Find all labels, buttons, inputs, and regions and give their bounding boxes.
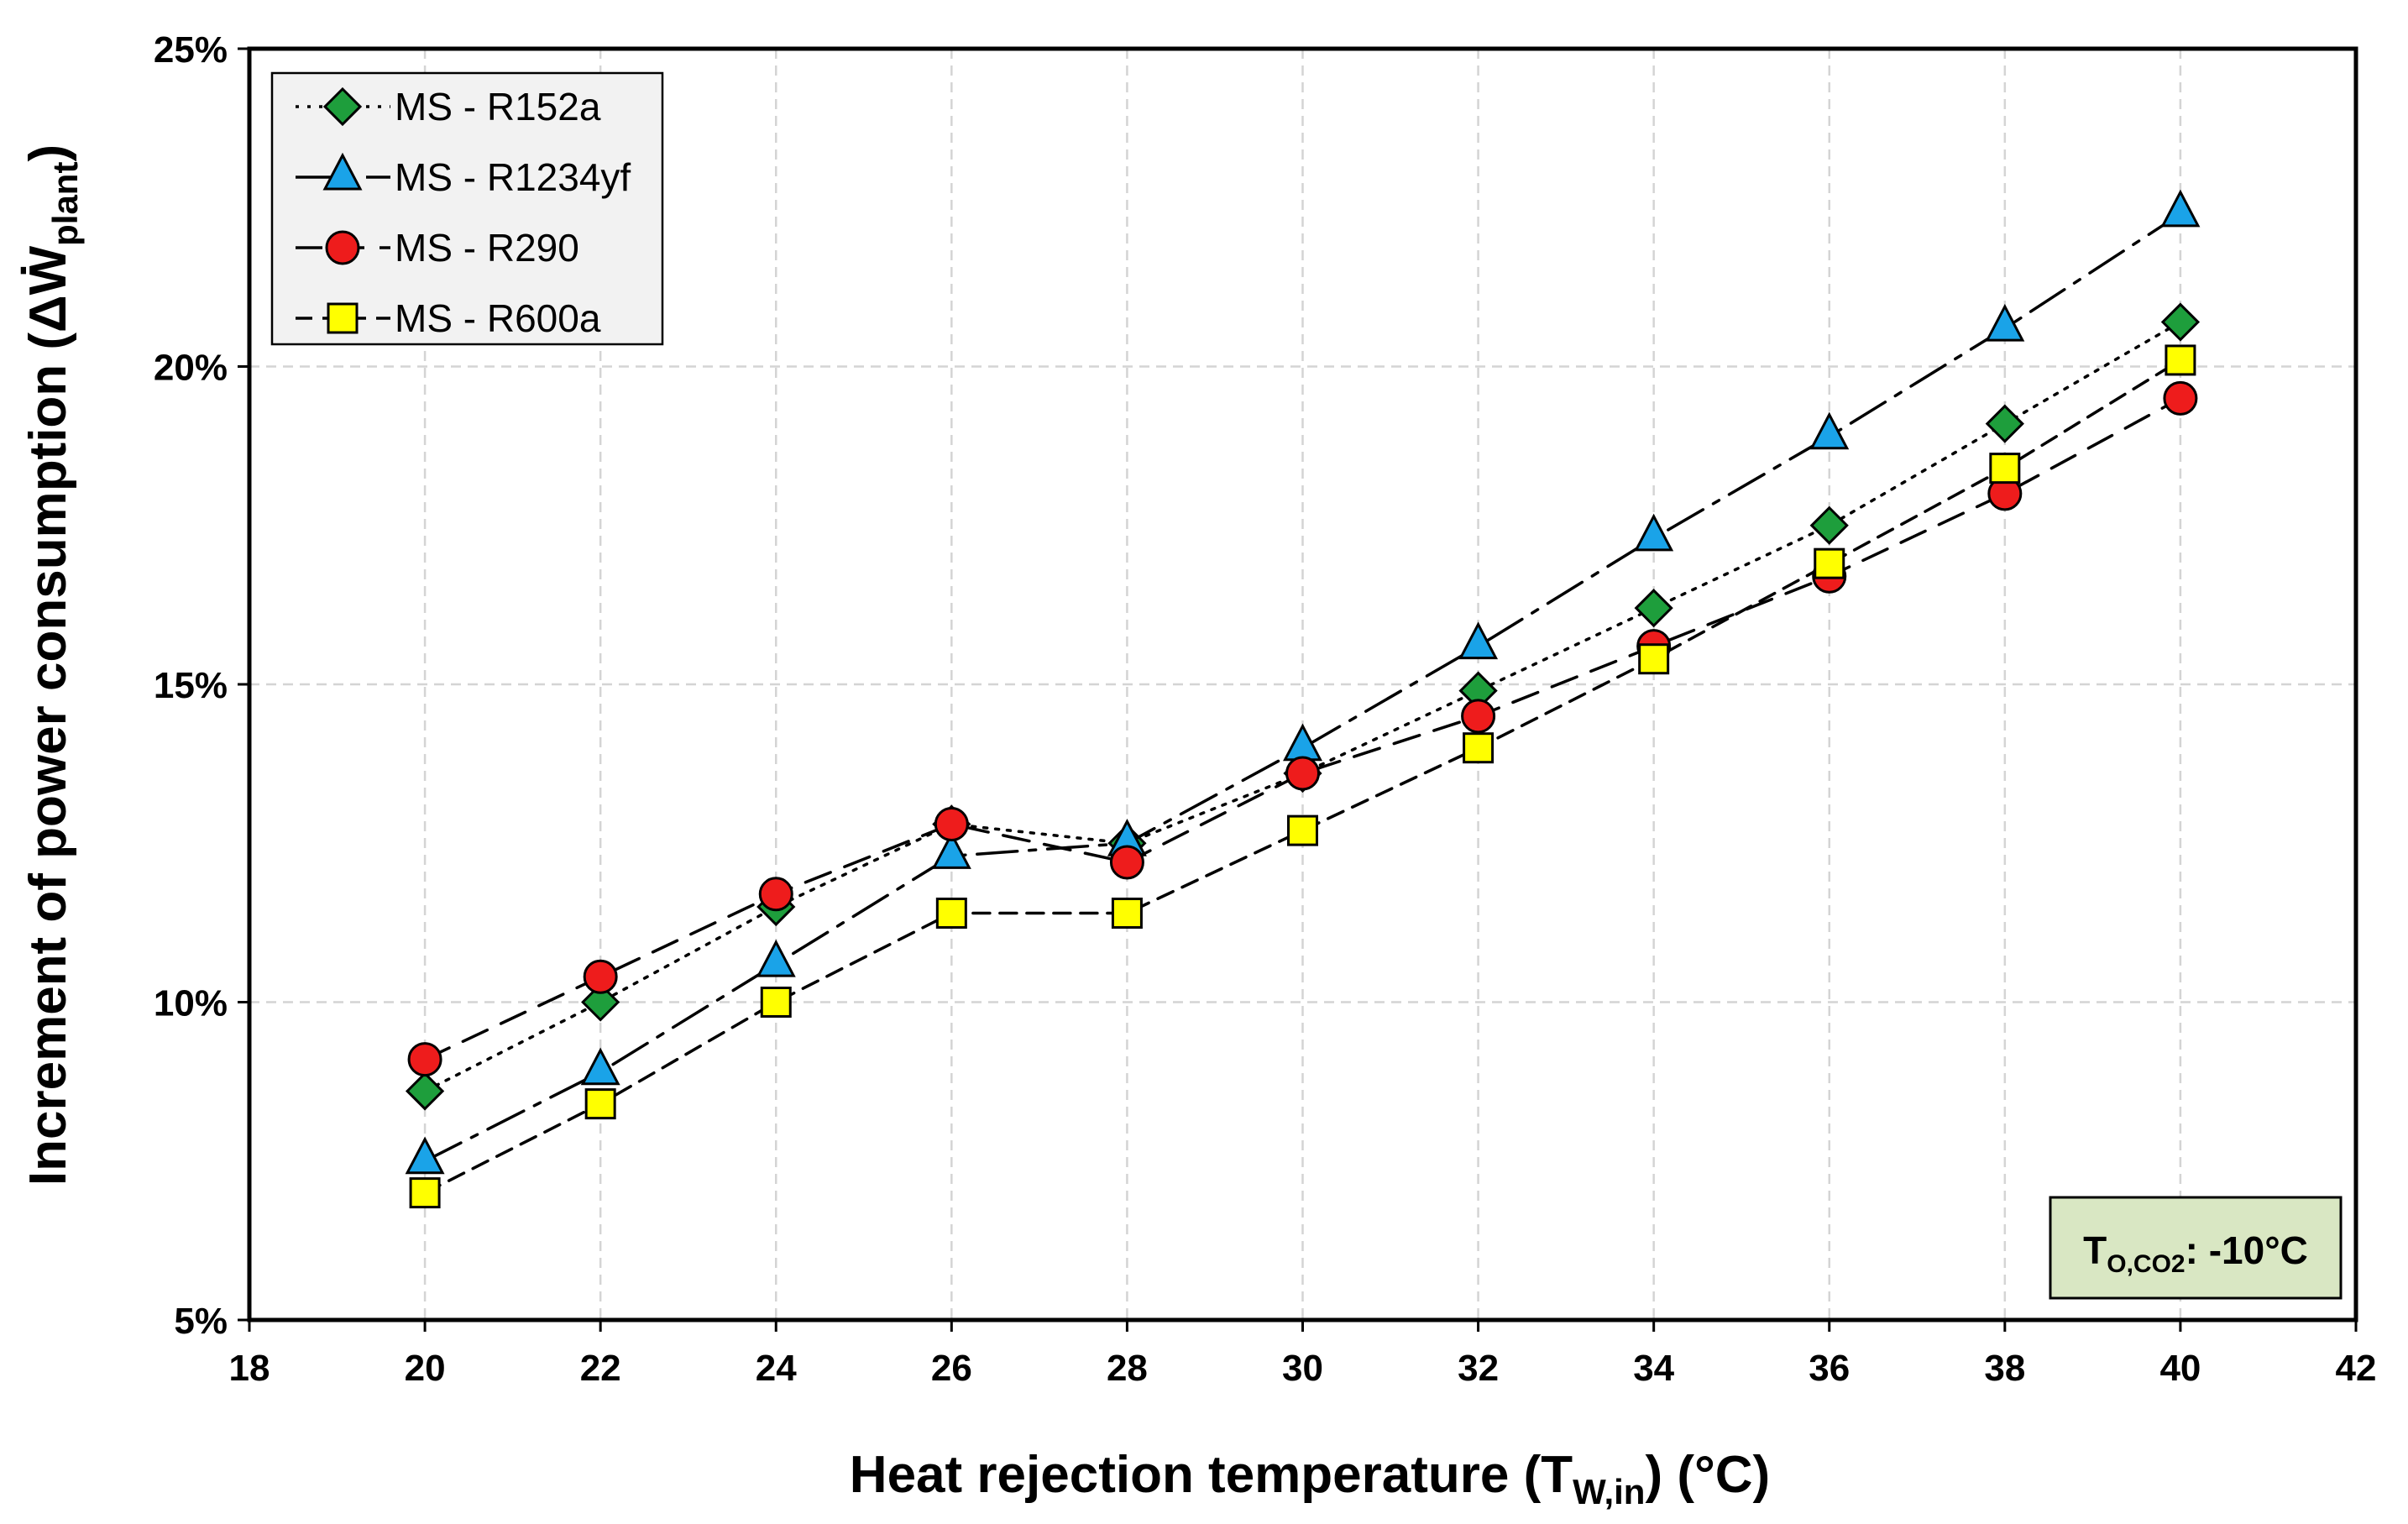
data-point-ms-r600a	[935, 898, 967, 930]
y-axis-title: Increment of power consumption (ΔẆplant)	[19, 144, 85, 1186]
data-point-ms-r1234yf	[1985, 303, 2025, 342]
legend-marker	[322, 86, 363, 127]
x-tick-label: 32	[1458, 1348, 1499, 1389]
data-point-ms-r600a	[1638, 643, 1670, 675]
data-point-ms-r152a	[1809, 505, 1849, 545]
legend-label: MS - R152a	[395, 85, 601, 128]
y-tick-label: 25%	[154, 29, 228, 71]
data-point-ms-r1234yf	[580, 1047, 620, 1086]
series-ms-r290	[407, 380, 2198, 1077]
x-axis-title-suffix: ) (°C)	[1645, 1446, 1770, 1504]
x-tick-label: 28	[1107, 1348, 1148, 1389]
annotation-suffix: : -10°C	[2186, 1228, 2308, 1272]
series-line-ms-r1234yf	[423, 212, 2182, 1163]
data-point-ms-r600a	[760, 987, 792, 1018]
x-axis-title: Heat rejection temperature (TW,in) (°C)	[850, 1446, 1770, 1511]
y-tick-label: 15%	[154, 665, 228, 706]
y-tick-label: 10%	[154, 983, 228, 1024]
legend: MS - R152a MS - R1234yf MS - R290 MS - R600…	[270, 71, 664, 346]
data-point-ms-r290	[583, 959, 618, 994]
y-tick-label: 20%	[154, 348, 228, 389]
annotation-sub: O,CO2	[2107, 1250, 2185, 1278]
y-axis-title-main: Increment of power consumption (ΔẆ	[19, 245, 77, 1186]
data-point-ms-r600a	[1111, 898, 1143, 930]
series-ms-r1234yf	[405, 189, 2201, 1175]
data-point-ms-r600a	[2165, 344, 2196, 376]
data-point-ms-r290	[1461, 699, 1496, 734]
axis-ticks: 18 20 22 24 26 28 30 32 34 36 38 40 42 5% 10% 15% 20% 25%	[154, 29, 2377, 1389]
temperature-annotation: TO,CO2: -10°C	[2049, 1196, 2343, 1300]
data-point-ms-r290	[407, 1042, 442, 1077]
legend-marker	[322, 152, 363, 191]
data-point-ms-r1234yf	[2160, 189, 2201, 228]
x-axis-title-main: Heat rejection temperature (T	[850, 1446, 1573, 1504]
data-point-ms-r600a	[1287, 814, 1318, 846]
data-point-ms-r600a	[584, 1088, 616, 1120]
x-tick-label: 26	[931, 1348, 972, 1389]
x-tick-label: 20	[405, 1348, 446, 1389]
annotation-main: T	[2083, 1228, 2107, 1272]
data-point-ms-r1234yf	[931, 831, 971, 869]
data-point-ms-r600a	[1814, 547, 1845, 579]
x-tick-label: 30	[1282, 1348, 1323, 1389]
x-tick-label: 38	[1984, 1348, 2025, 1389]
series-ms-r600a	[409, 344, 2196, 1209]
x-tick-label: 22	[580, 1348, 621, 1389]
x-tick-label: 24	[756, 1348, 797, 1389]
legend-marker	[325, 230, 360, 265]
data-point-ms-r290	[1109, 845, 1144, 880]
data-point-ms-r290	[758, 877, 793, 912]
x-axis-title-sub: W,in	[1573, 1472, 1645, 1511]
legend-label: MS - R600a	[395, 296, 601, 340]
legend-item-ms-r152a: MS - R152a	[296, 85, 601, 128]
data-point-ms-r1234yf	[1634, 513, 1674, 552]
legend-item-ms-r290: MS - R290	[296, 226, 579, 270]
data-point-ms-r290	[2163, 380, 2198, 416]
data-point-ms-r152a	[1985, 404, 2024, 443]
legend-item-ms-r600a: MS - R600a	[296, 296, 601, 340]
annotation-text: TO,CO2: -10°C	[2083, 1228, 2308, 1278]
data-point-ms-r152a	[405, 1071, 445, 1111]
data-point-ms-r1234yf	[1283, 723, 1322, 762]
series-line-ms-r290	[423, 396, 2182, 1061]
data-point-ms-r1234yf	[1458, 621, 1499, 660]
x-tick-label: 42	[2336, 1348, 2377, 1389]
grid-lines	[249, 49, 2356, 1320]
data-point-ms-r600a	[409, 1177, 441, 1209]
x-tick-label: 40	[2159, 1348, 2201, 1389]
data-point-ms-r600a	[1463, 732, 1495, 764]
legend-marker	[327, 302, 359, 334]
legend-label: MS - R1234yf	[395, 155, 631, 199]
data-point-ms-r152a	[1634, 589, 1673, 628]
x-tick-label: 18	[229, 1348, 270, 1389]
annotation-box	[2049, 1196, 2343, 1300]
y-tick-label: 5%	[174, 1301, 228, 1342]
x-tick-label: 34	[1633, 1348, 1674, 1389]
y-axis-title-suffix: )	[19, 144, 77, 162]
x-tick-label: 36	[1809, 1348, 1850, 1389]
data-point-ms-r1234yf	[756, 939, 796, 977]
data-point-ms-r290	[934, 807, 969, 842]
data-point-ms-r290	[1285, 756, 1320, 791]
data-point-ms-r1234yf	[1809, 411, 1850, 450]
data-point-ms-r152a	[2160, 302, 2201, 342]
y-axis-title-sub: plant	[45, 162, 85, 246]
legend-item-ms-r1234yf: MS - R1234yf	[296, 152, 631, 199]
data-point-ms-r152a	[581, 982, 620, 1022]
legend-label: MS - R290	[395, 226, 579, 270]
series-layer	[405, 189, 2201, 1209]
data-point-ms-r600a	[1989, 453, 2021, 484]
data-point-ms-r1234yf	[405, 1136, 445, 1175]
